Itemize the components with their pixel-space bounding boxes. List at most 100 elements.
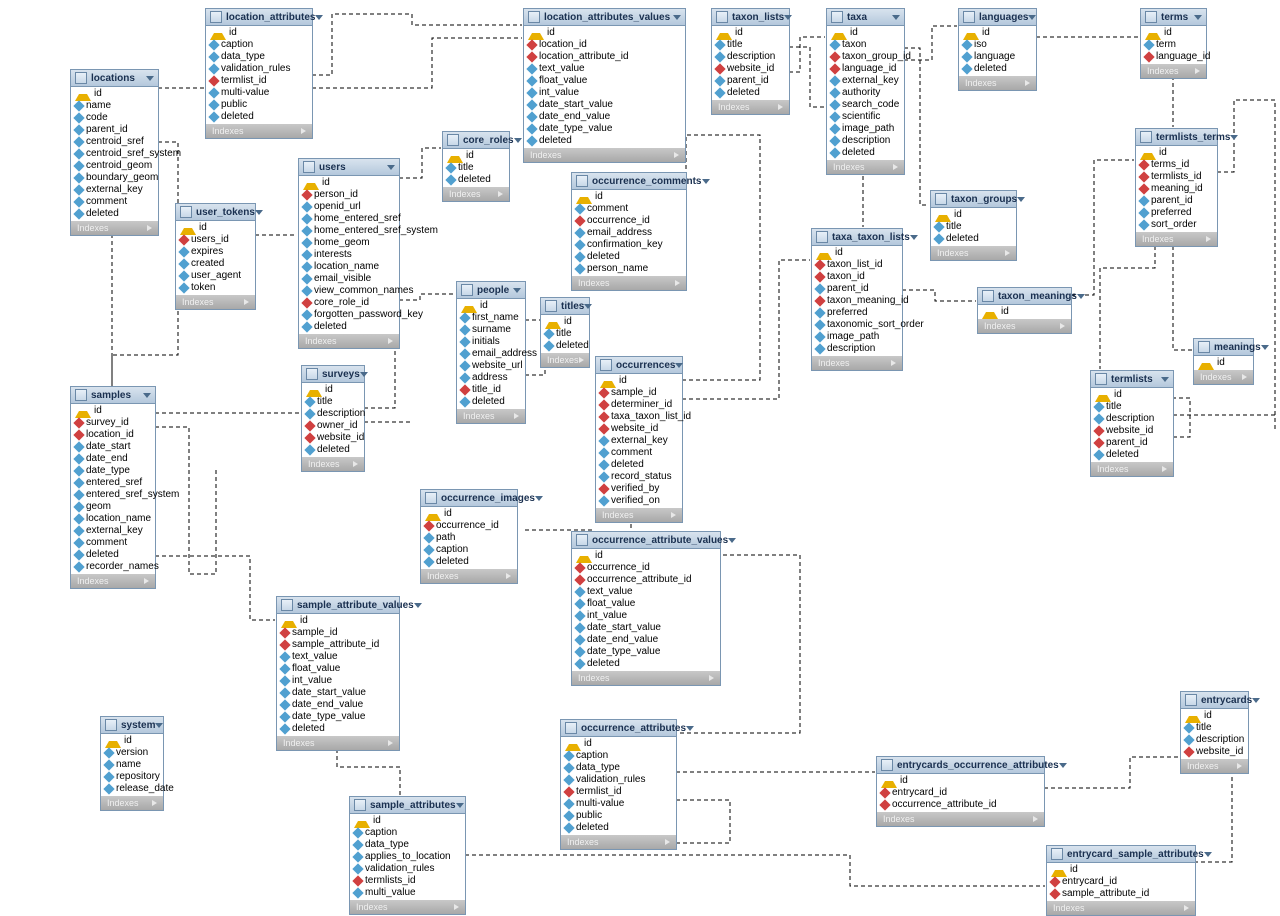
field-row[interactable]: parent_id xyxy=(812,283,902,295)
entity-system[interactable]: systemidversionnamerepositoryrelease_dat… xyxy=(100,716,164,811)
field-row[interactable]: sample_id xyxy=(277,627,399,639)
field-row[interactable]: termlist_id xyxy=(206,75,312,87)
field-row[interactable]: title_id xyxy=(457,384,525,396)
entity-core_roles[interactable]: core_rolesidtitledeletedIndexes xyxy=(442,131,510,202)
field-row[interactable]: id xyxy=(572,191,686,203)
field-row[interactable]: person_id xyxy=(299,189,399,201)
field-row[interactable]: taxon xyxy=(827,39,904,51)
field-row[interactable]: path xyxy=(421,532,517,544)
indexes-footer[interactable]: Indexes xyxy=(101,796,163,810)
field-row[interactable]: id xyxy=(299,177,399,189)
field-row[interactable]: expires xyxy=(176,246,255,258)
entity-titles[interactable]: titlesidtitledeletedIndexes xyxy=(540,297,590,368)
field-row[interactable]: id xyxy=(572,550,720,562)
field-row[interactable]: home_geom xyxy=(299,237,399,249)
field-row[interactable]: initials xyxy=(457,336,525,348)
field-row[interactable]: id xyxy=(1047,864,1195,876)
field-row[interactable]: taxa_taxon_list_id xyxy=(596,411,682,423)
field-row[interactable]: title xyxy=(1091,401,1173,413)
field-row[interactable]: occurrence_id xyxy=(572,215,686,227)
field-row[interactable]: comment xyxy=(572,203,686,215)
collapse-icon[interactable] xyxy=(910,235,918,240)
field-row[interactable]: title xyxy=(541,328,589,340)
field-row[interactable]: person_name xyxy=(572,263,686,275)
indexes-footer[interactable]: Indexes xyxy=(931,246,1016,260)
field-row[interactable]: deleted xyxy=(421,556,517,568)
entity-header[interactable]: entrycard_sample_attributes xyxy=(1047,846,1195,863)
field-row[interactable]: deleted xyxy=(457,396,525,408)
collapse-icon[interactable] xyxy=(387,165,395,170)
indexes-footer[interactable]: Indexes xyxy=(457,409,525,423)
field-row[interactable]: location_name xyxy=(299,261,399,273)
field-row[interactable]: created xyxy=(176,258,255,270)
field-row[interactable]: id xyxy=(1136,147,1217,159)
entity-entrycards[interactable]: entrycardsidtitledescriptionwebsite_idIn… xyxy=(1180,691,1249,774)
field-row[interactable]: home_entered_sref xyxy=(299,213,399,225)
field-row[interactable]: id xyxy=(812,247,902,259)
field-row[interactable]: determiner_id xyxy=(596,399,682,411)
field-row[interactable]: id xyxy=(457,300,525,312)
entity-header[interactable]: taxon_meanings xyxy=(978,288,1071,305)
entity-people[interactable]: peopleidfirst_namesurnameinitialsemail_a… xyxy=(456,281,526,424)
collapse-icon[interactable] xyxy=(1059,763,1067,768)
field-row[interactable]: website_id xyxy=(1091,425,1173,437)
entity-header[interactable]: occurrence_attributes xyxy=(561,720,676,737)
field-row[interactable]: id xyxy=(350,815,465,827)
field-row[interactable]: name xyxy=(101,759,163,771)
field-row[interactable]: id xyxy=(561,738,676,750)
field-row[interactable]: owner_id xyxy=(302,420,364,432)
indexes-footer[interactable]: Indexes xyxy=(1047,901,1195,915)
collapse-icon[interactable] xyxy=(1194,15,1202,20)
collapse-icon[interactable] xyxy=(414,603,422,608)
indexes-footer[interactable]: Indexes xyxy=(572,671,720,685)
indexes-footer[interactable]: Indexes xyxy=(176,295,255,309)
field-row[interactable]: iso xyxy=(959,39,1036,51)
field-row[interactable]: comment xyxy=(596,447,682,459)
field-row[interactable]: email_address xyxy=(457,348,525,360)
field-row[interactable]: entrycard_id xyxy=(1047,876,1195,888)
indexes-footer[interactable]: Indexes xyxy=(277,736,399,750)
indexes-footer[interactable]: Indexes xyxy=(299,334,399,348)
field-row[interactable]: occurrence_id xyxy=(421,520,517,532)
entity-header[interactable]: taxa_taxon_lists xyxy=(812,229,902,246)
collapse-icon[interactable] xyxy=(675,363,683,368)
entity-user_tokens[interactable]: user_tokensidusers_idexpirescreateduser_… xyxy=(175,203,256,310)
field-row[interactable]: id xyxy=(421,508,517,520)
field-row[interactable]: public xyxy=(206,99,312,111)
field-row[interactable]: int_value xyxy=(277,675,399,687)
field-row[interactable]: image_path xyxy=(827,123,904,135)
field-row[interactable]: location_id xyxy=(524,39,685,51)
entity-header[interactable]: occurrence_images xyxy=(421,490,517,507)
field-row[interactable]: termlists_id xyxy=(350,875,465,887)
field-row[interactable]: taxon_list_id xyxy=(812,259,902,271)
field-row[interactable]: id xyxy=(277,615,399,627)
entity-taxon_meanings[interactable]: taxon_meaningsidIndexes xyxy=(977,287,1072,334)
entity-termlists_terms[interactable]: termlists_termsidterms_idtermlists_idmea… xyxy=(1135,128,1218,247)
collapse-icon[interactable] xyxy=(255,210,263,215)
field-row[interactable]: termlist_id xyxy=(561,786,676,798)
field-row[interactable]: location_attribute_id xyxy=(524,51,685,63)
entity-taxa_taxon_lists[interactable]: taxa_taxon_listsidtaxon_list_idtaxon_idp… xyxy=(811,228,903,371)
field-row[interactable]: multi_value xyxy=(350,887,465,899)
field-row[interactable]: multi-value xyxy=(561,798,676,810)
field-row[interactable]: id xyxy=(302,384,364,396)
field-row[interactable]: website_id xyxy=(1181,746,1248,758)
field-row[interactable]: taxon_meaning_id xyxy=(812,295,902,307)
field-row[interactable]: data_type xyxy=(350,839,465,851)
field-row[interactable]: text_value xyxy=(572,586,720,598)
entity-entrycard_sample_attributes[interactable]: entrycard_sample_attributesidentrycard_i… xyxy=(1046,845,1196,916)
field-row[interactable]: float_value xyxy=(524,75,685,87)
field-row[interactable]: id xyxy=(596,375,682,387)
field-row[interactable]: date_type_value xyxy=(572,646,720,658)
entity-taxon_groups[interactable]: taxon_groupsidtitledeletedIndexes xyxy=(930,190,1017,261)
entity-location_attributes[interactable]: location_attributesidcaptiondata_typeval… xyxy=(205,8,313,139)
collapse-icon[interactable] xyxy=(315,15,323,20)
field-row[interactable]: description xyxy=(1091,413,1173,425)
collapse-icon[interactable] xyxy=(514,138,522,143)
field-row[interactable]: id xyxy=(71,88,158,100)
field-row[interactable]: entered_sref_system xyxy=(71,489,155,501)
indexes-footer[interactable]: Indexes xyxy=(302,457,364,471)
field-row[interactable]: record_status xyxy=(596,471,682,483)
indexes-footer[interactable]: Indexes xyxy=(561,835,676,849)
entity-terms[interactable]: termsidtermlanguage_idIndexes xyxy=(1140,8,1207,79)
